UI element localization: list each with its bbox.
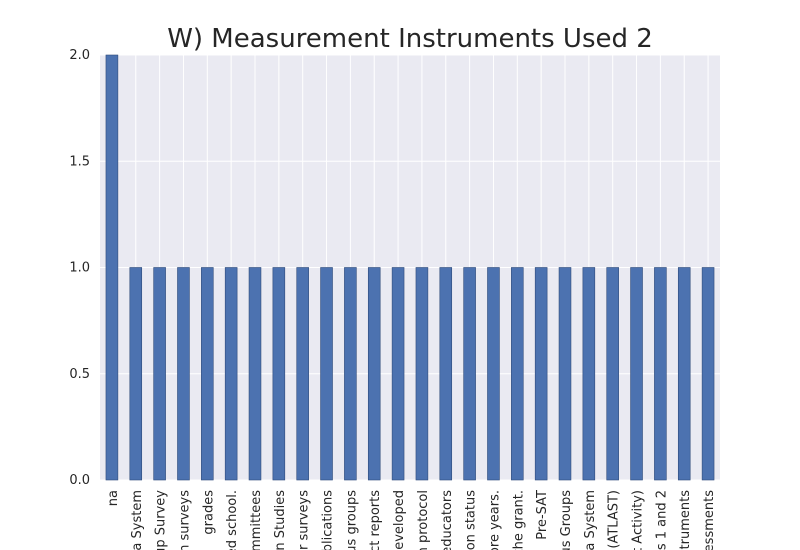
bar-25 [701, 267, 715, 481]
x-tick-label: rt Activity) [631, 490, 646, 550]
bars [105, 54, 715, 481]
x-tick-label: n protocol [416, 490, 431, 550]
bar-19 [558, 267, 572, 481]
bar-23 [654, 267, 667, 481]
x-tick-label: ed school. [225, 490, 240, 550]
chart-title: W) Measurement Instruments Used 2 [167, 24, 653, 54]
bar-5 [224, 267, 238, 481]
bar-10 [344, 267, 357, 481]
bar-17 [511, 267, 524, 481]
x-tick-label: ommittees [249, 490, 264, 550]
x-tick-label: us groups [344, 490, 359, 550]
x-tick-label: educators [440, 490, 455, 550]
x-tick-label: ct reports [368, 490, 383, 550]
x-axis-ticks: na ra System up Survey n surveys grades ed sc… [106, 490, 717, 550]
y-tick-label: 1.0 [69, 261, 90, 276]
x-tick-label: (ATLAST) [607, 490, 622, 549]
bar-22 [630, 267, 643, 481]
x-tick-label: Pre-SAT [535, 490, 550, 540]
x-tick-label: na [106, 490, 121, 506]
x-tick-label: ion status [464, 490, 479, 550]
x-tick-label: er surveys [297, 490, 312, 550]
x-tick-label: blications [321, 490, 336, 550]
bar-8 [296, 267, 309, 481]
x-tick-label: us Groups [559, 490, 574, 550]
bar-7 [272, 267, 286, 481]
bar-24 [677, 267, 691, 481]
bar-6 [248, 267, 262, 481]
x-tick-label: grades [201, 490, 216, 535]
bar-20 [582, 267, 596, 481]
bar-4 [201, 267, 214, 481]
x-tick-label: struments [678, 490, 693, 550]
y-tick-label: 0.0 [69, 473, 90, 488]
y-tick-label: 1.5 [69, 154, 90, 169]
bar-14 [439, 267, 453, 481]
x-tick-label: a System [583, 490, 598, 550]
x-tick-label: the grant. [511, 490, 526, 550]
bar-9 [320, 267, 333, 481]
x-tick-label: s 1 and 2 [654, 490, 669, 550]
x-tick-label: essments [702, 490, 717, 550]
bar-13 [415, 267, 429, 481]
bar-12 [391, 267, 405, 481]
x-tick-label: n surveys [177, 490, 192, 550]
x-tick-label: ore years. [487, 490, 502, 550]
bar-1 [129, 267, 143, 481]
y-axis-ticks: 0.0 0.5 1.0 1.5 2.0 [69, 48, 90, 488]
bar-0 [105, 54, 119, 481]
bar-3 [177, 267, 190, 481]
bar-21 [606, 267, 619, 481]
bar-11 [367, 267, 381, 481]
bar-16 [487, 267, 500, 481]
x-tick-label: leveloped [392, 490, 407, 550]
x-tick-label: n Studies [273, 490, 288, 550]
bar-2 [153, 267, 166, 481]
x-tick-label: up Survey [154, 490, 169, 550]
y-tick-label: 0.5 [69, 367, 90, 382]
y-tick-label: 2.0 [69, 48, 90, 63]
bar-18 [534, 267, 548, 481]
bar-15 [463, 267, 476, 481]
x-tick-label: ra System [130, 490, 145, 550]
